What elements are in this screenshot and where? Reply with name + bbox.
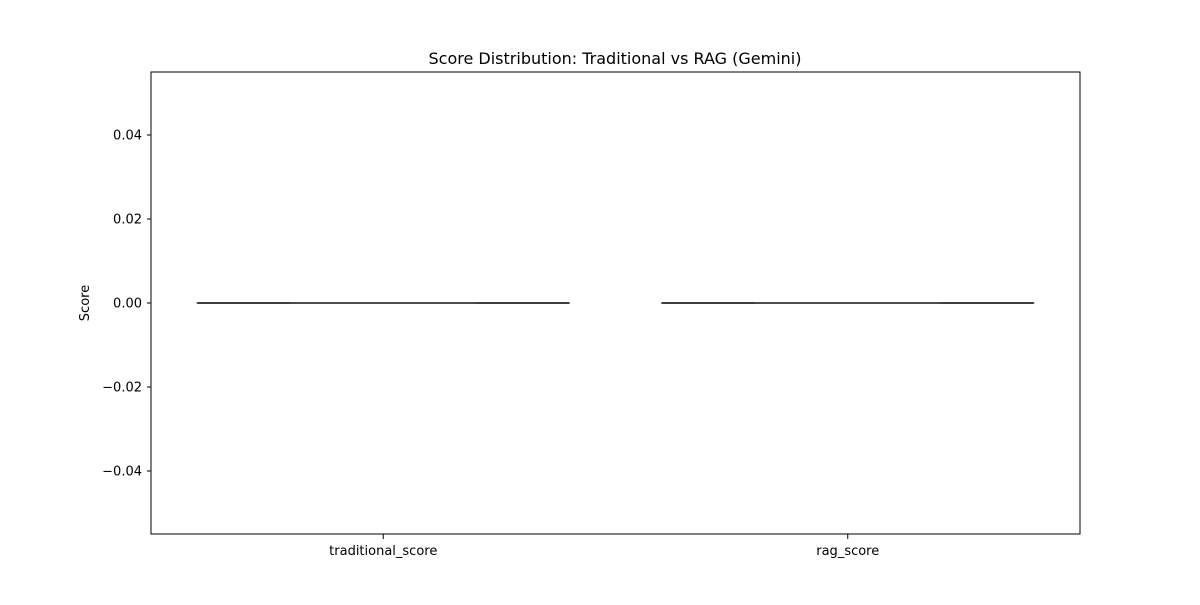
x-tick-label-traditional_score: traditional_score xyxy=(329,544,437,559)
y-tick-label: 0.02 xyxy=(113,213,142,228)
x-tick-label-rag_score: rag_score xyxy=(816,544,879,559)
y-tick-label: 0.04 xyxy=(113,129,142,144)
y-tick-label: 0.00 xyxy=(113,297,142,312)
chart-title: Score Distribution: Traditional vs RAG (… xyxy=(429,49,802,68)
y-tick-label: −0.02 xyxy=(102,381,142,396)
y-tick-label: −0.04 xyxy=(102,465,142,480)
y-axis-label: Score xyxy=(78,285,93,321)
